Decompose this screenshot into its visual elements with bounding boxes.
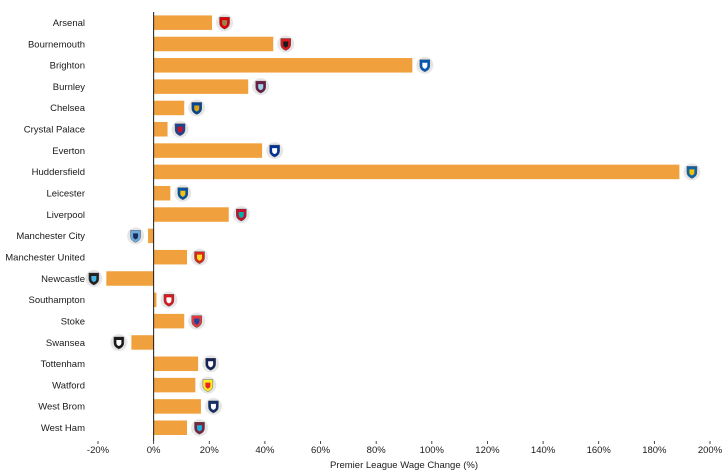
category-labels: Arsenal Bournemouth Brighton Burnley Chelsea… (5, 18, 85, 434)
chelsea-crest-icon (188, 99, 206, 117)
bar-west-ham (153, 420, 188, 435)
category-label-bournemouth: Bournemouth (28, 39, 85, 50)
bar-newcastle (106, 271, 154, 286)
bournemouth-crest-icon (277, 35, 295, 53)
category-label-tottenham: Tottenham (41, 359, 85, 370)
x-tick-label: 120% (475, 445, 500, 456)
bar-burnley (153, 79, 249, 94)
bar-west-brom (153, 399, 201, 414)
leicester-crest-icon (174, 184, 192, 202)
southampton-crest-icon (160, 291, 178, 309)
burnley-crest-icon (252, 78, 270, 96)
bar-leicester (153, 185, 171, 201)
category-label-watford: Watford (52, 380, 85, 391)
manchester-city-crest-icon (127, 227, 145, 245)
bar-chelsea (153, 100, 185, 116)
x-tick-label: 100% (420, 445, 445, 456)
category-label-west-brom: West Brom (38, 402, 85, 413)
x-tick-label: 200% (698, 445, 723, 456)
west-ham-crest-icon (191, 419, 209, 437)
watford-crest-icon (199, 376, 217, 394)
category-label-chelsea: Chelsea (50, 103, 86, 114)
x-tick-label: 80% (367, 445, 387, 456)
x-tick-label: 40% (255, 445, 275, 456)
swansea-crest-icon (110, 333, 128, 351)
stoke-crest-icon (188, 312, 206, 330)
newcastle-crest-icon (85, 270, 103, 287)
brighton-crest-icon (416, 56, 434, 74)
category-label-arsenal: Arsenal (53, 18, 85, 29)
arsenal-crest-icon (216, 14, 234, 32)
bar-stoke (153, 313, 185, 329)
bar-crystal-palace (153, 122, 168, 137)
manchester-united-crest-icon (191, 248, 209, 266)
category-label-huddersfield: Huddersfield (32, 167, 85, 178)
x-tick-label: -20% (87, 445, 110, 456)
x-tick-label: 160% (587, 445, 612, 456)
category-label-everton: Everton (52, 146, 85, 157)
everton-crest-icon (266, 142, 284, 160)
bar-southampton (153, 292, 157, 308)
category-label-manchester-united: Manchester United (5, 252, 85, 263)
tottenham-crest-icon (202, 355, 220, 373)
bar-arsenal (153, 15, 213, 30)
category-label-stoke: Stoke (61, 316, 85, 327)
x-tick-label: 20% (200, 445, 220, 456)
bar-watford (153, 377, 196, 393)
liverpool-crest-icon (232, 206, 250, 224)
x-tick-label: 0% (147, 445, 161, 456)
x-tick-label: 140% (531, 445, 556, 456)
crystal-palace-crest-icon (171, 120, 189, 138)
x-tick-label: 180% (642, 445, 667, 456)
bar-tottenham (153, 356, 199, 372)
category-label-leicester: Leicester (46, 189, 85, 200)
category-label-brighton: Brighton (50, 61, 85, 72)
bar-liverpool (153, 207, 229, 222)
huddersfield-crest-icon (683, 163, 701, 181)
x-tick-label: 60% (311, 445, 331, 456)
category-label-manchester-city: Manchester City (16, 231, 85, 242)
bar-manchester-city (148, 228, 154, 244)
bar-manchester-united (153, 249, 188, 265)
x-axis-title: Premier League Wage Change (%) (330, 460, 478, 471)
category-label-liverpool: Liverpool (46, 210, 85, 221)
category-label-west-ham: West Ham (41, 423, 85, 434)
bar-brighton (153, 58, 413, 73)
bar-everton (153, 143, 263, 158)
west-brom-crest-icon (204, 397, 222, 415)
category-label-newcastle: Newcastle (41, 274, 85, 285)
category-label-crystal-palace: Crystal Palace (24, 125, 85, 136)
category-label-burnley: Burnley (53, 82, 85, 93)
bar-swansea (131, 335, 154, 350)
bar-huddersfield (153, 164, 680, 180)
bar-bournemouth (153, 36, 274, 52)
x-axis: -20% 0% 20% 40% 60% 80% 100% 120% 140% 160% 180% 20… (87, 12, 723, 456)
bars-layer (106, 15, 680, 435)
category-label-swansea: Swansea (46, 338, 86, 349)
badges-layer (85, 14, 701, 437)
category-label-southampton: Southampton (28, 295, 85, 306)
